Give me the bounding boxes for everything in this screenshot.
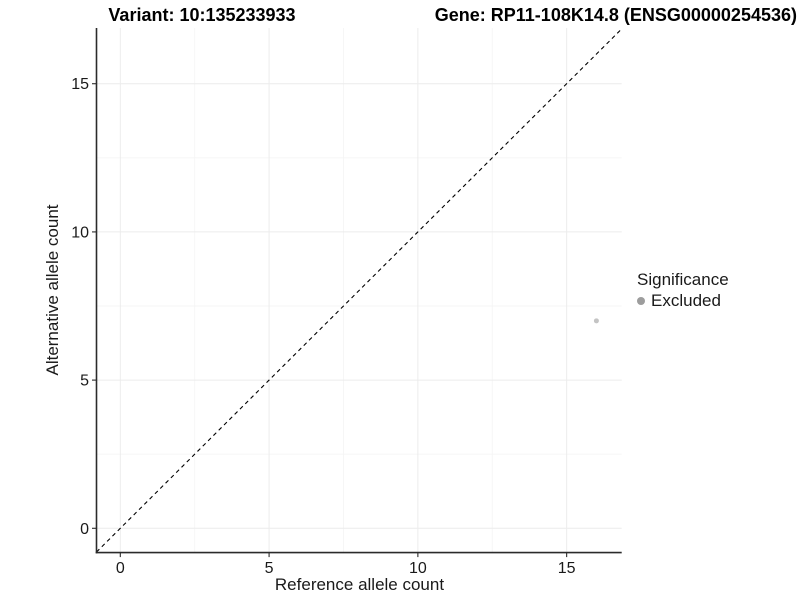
- legend-title: Significance: [637, 270, 729, 289]
- gene-title: Gene: RP11-108K14.8 (ENSG00000254536): [434, 5, 797, 25]
- identity-dashed-line: [96, 28, 623, 553]
- legend-point-icon: [637, 296, 645, 305]
- data-point: [593, 318, 599, 324]
- x-tick-label: 5: [265, 560, 274, 577]
- legend-item-label: Excluded: [651, 291, 721, 310]
- y-axis-title: Alternative allele count: [43, 204, 62, 376]
- y-tick-label: 0: [80, 521, 89, 538]
- legend: Significance Excluded: [637, 270, 729, 310]
- y-tick-label: 15: [71, 76, 89, 93]
- variant-title: Variant: 10:135233933: [108, 5, 296, 25]
- y-tick-label: 10: [71, 224, 89, 241]
- x-tick-label: 0: [116, 560, 125, 577]
- y-tick-label: 5: [80, 373, 89, 390]
- legend-item-excluded: Excluded: [637, 291, 729, 310]
- x-axis-title: Reference allele count: [274, 575, 445, 594]
- x-tick-label: 15: [558, 560, 576, 577]
- x-tick-label: 10: [409, 560, 427, 577]
